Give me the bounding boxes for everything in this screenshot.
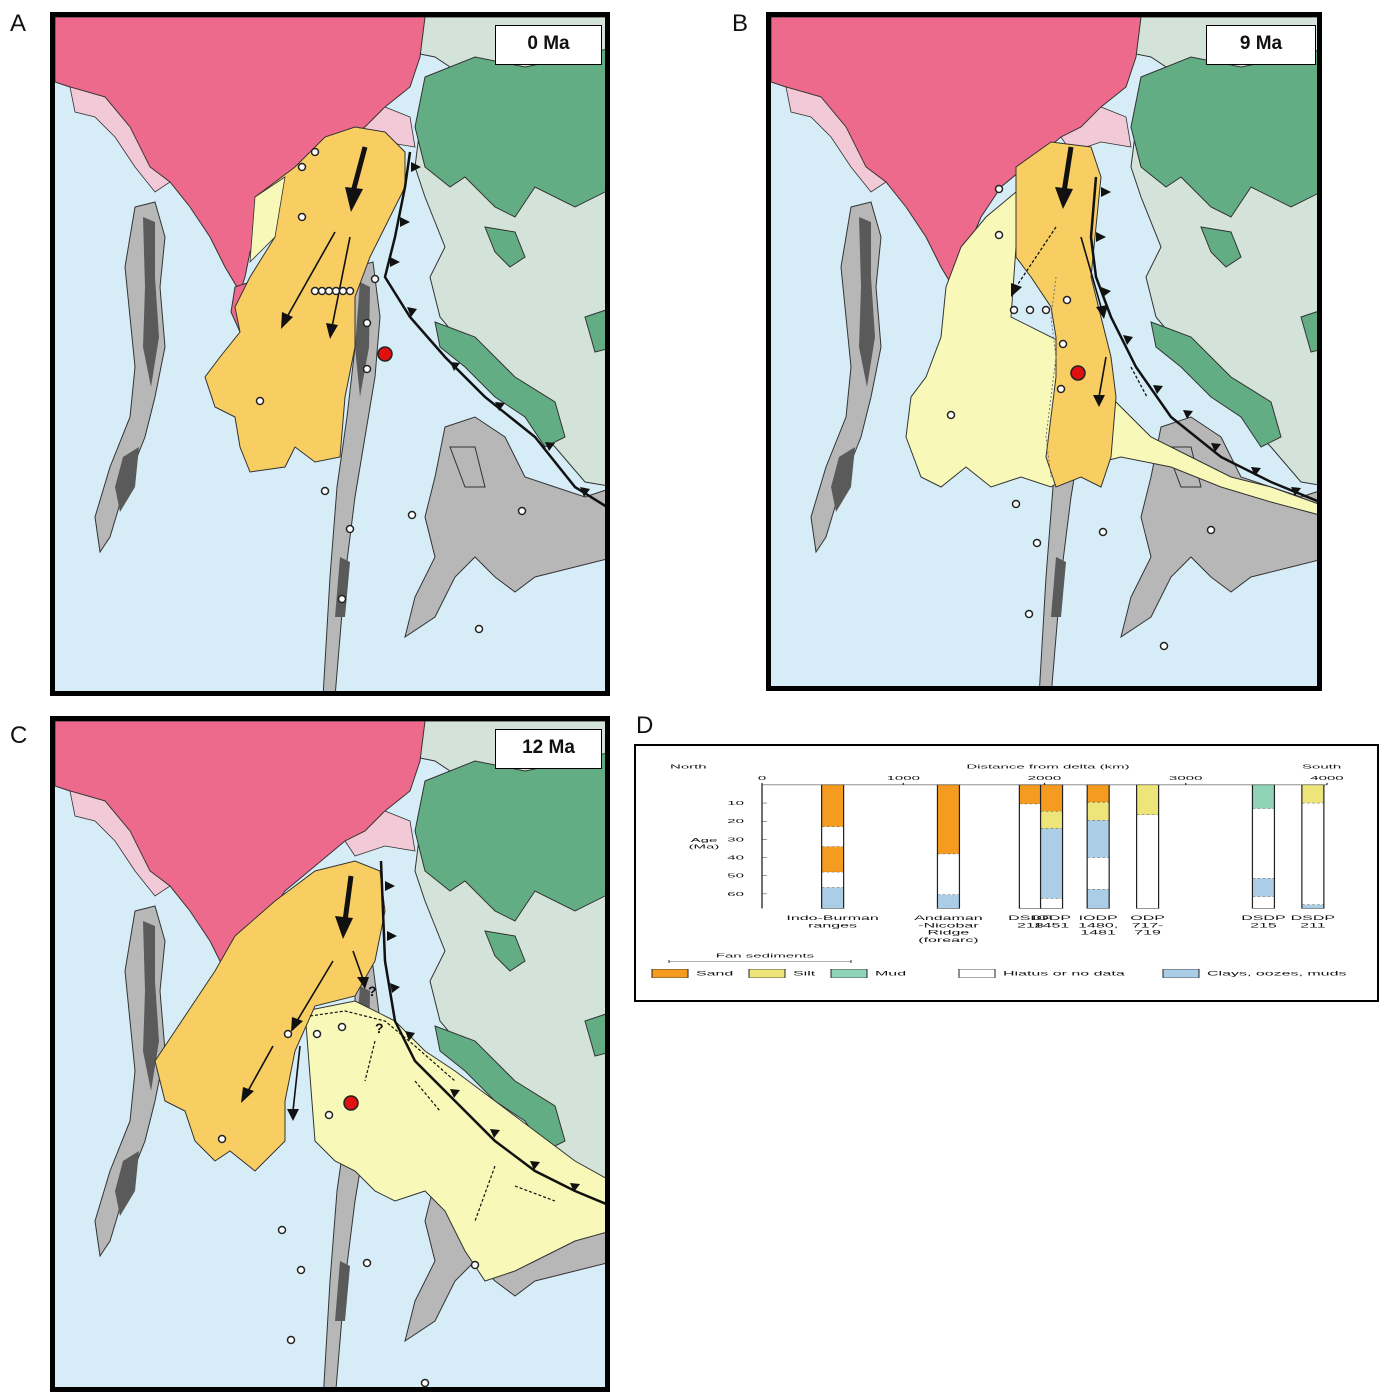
column-2 [936,784,961,909]
y-tick-label: 40 [727,855,744,861]
column-7 [1251,784,1276,909]
interval-clays-oozes-muds [1040,828,1063,899]
interval-silt [1301,784,1324,804]
column-label: DSDP 211 [1291,914,1335,928]
interval-sand [937,784,960,854]
panel-b-map: 9 Ma [766,12,1322,691]
x-tick-label: 3000 [1169,775,1202,781]
interval-silt [1087,802,1110,821]
interval-hiatus-or-no-data [1252,808,1275,879]
column-outline [1086,784,1110,909]
legend-group-label: Fan sediments [716,953,815,959]
legend-bracket [668,959,852,964]
column-4 [1039,784,1064,909]
interval-sand [1040,784,1063,812]
x-tick-label: 1000 [887,775,920,781]
interval-clays-oozes-muds [937,894,960,909]
panel-b-svg [771,17,1317,686]
column-label: DSDP 218 [1008,914,1052,928]
legend-swatch [651,969,689,978]
legend-swatch [830,969,868,978]
interval-mud [1252,784,1275,809]
panel-d-letter: D [636,712,654,739]
column-3 [1018,784,1042,909]
y-axis-title-age: Age [691,837,718,843]
interval-silt [1136,784,1159,815]
column-label: Andaman -Nicobar Ridge (forearc) [914,914,982,943]
interval-hiatus-or-no-data [821,872,844,888]
y-tick-label: 10 [727,800,744,806]
interval-hiatus-or-no-data [1019,803,1042,909]
panel-c-age-label: 12 Ma [495,729,602,769]
column-label: ODP 717-719 [1130,914,1165,936]
legend-swatch [748,969,786,978]
legend-label: Hiatus or no data [1003,970,1125,977]
column-outline [1039,784,1064,909]
legend-swatch [958,969,996,978]
svg-text:?: ? [368,983,377,999]
interval-hiatus-or-no-data [1087,857,1110,890]
column-outline [1136,784,1160,909]
column-1 [821,784,845,909]
interval-hiatus-or-no-data [1040,898,1063,909]
y-tick-label: 50 [727,873,744,879]
interval-sand [821,784,844,827]
interval-silt [1040,811,1063,829]
x-axis-title: Distance from delta (km) [966,764,1130,770]
column-outline [1301,784,1325,909]
x-tick-label: 0 [758,775,766,781]
south-label: South [1302,764,1341,770]
panel-b-letter: B [732,10,749,37]
column-outline [1251,784,1276,909]
interval-sand [1087,784,1110,803]
interval-clays-oozes-muds [1087,820,1110,858]
interval-hiatus-or-no-data [937,853,960,895]
legend-label: Silt [793,970,816,977]
column-outline [936,784,961,909]
panel-c-letter: C [10,722,28,749]
y-tick-label: 30 [727,837,744,843]
interval-clays-oozes-muds [1301,904,1324,909]
column-outline [821,784,845,909]
x-tick-label: 4000 [1310,775,1343,781]
north-label: North [670,764,707,770]
panel-d-chart: North South Distance from delta (km) 0 10… [634,744,1379,1002]
svg-text:?: ? [375,1020,384,1036]
column-5 [1086,784,1110,909]
panel-a-age-label: 0 Ma [495,25,602,65]
interval-hiatus-or-no-data [821,826,844,847]
panel-c-svg: ? ? [55,721,605,1387]
panel-a-map: 0 Ma [50,12,610,696]
interval-hiatus-or-no-data [1301,803,1324,905]
column-label: DSDP 215 [1241,914,1285,928]
column-label: IODP 1451 [1032,914,1071,928]
interval-hiatus-or-no-data [1252,896,1275,909]
panel-c-map: ? ? 12 Ma [50,716,610,1392]
interval-clays-oozes-muds [821,887,844,909]
column-label: Indo-Burman ranges [786,914,878,928]
panel-a-letter: A [10,10,27,37]
panel-a-svg [55,17,605,691]
legend-label: Clays, oozes, muds [1207,970,1346,977]
column-8 [1301,784,1325,909]
y-tick-label: 20 [727,819,744,825]
legend-label: Mud [875,970,906,977]
interval-hiatus-or-no-data [1136,814,1159,909]
x-tick-label: 2000 [1028,775,1061,781]
column-label: IODP 1480, 1481 [1078,914,1118,936]
legend-swatch [1162,969,1200,978]
interval-clays-oozes-muds [1087,889,1110,909]
interval-sand [821,846,844,873]
interval-clays-oozes-muds [1252,878,1275,897]
interval-sand [1019,784,1042,804]
panel-b-age-label: 9 Ma [1206,25,1316,65]
legend-label: Sand [696,970,733,977]
column-6 [1136,784,1160,909]
y-tick-label: 60 [727,891,744,897]
y-axis-title-unit: (Ma) [689,844,720,850]
stratigraphy-chart: North South Distance from delta (km) 0 10… [651,764,1346,978]
